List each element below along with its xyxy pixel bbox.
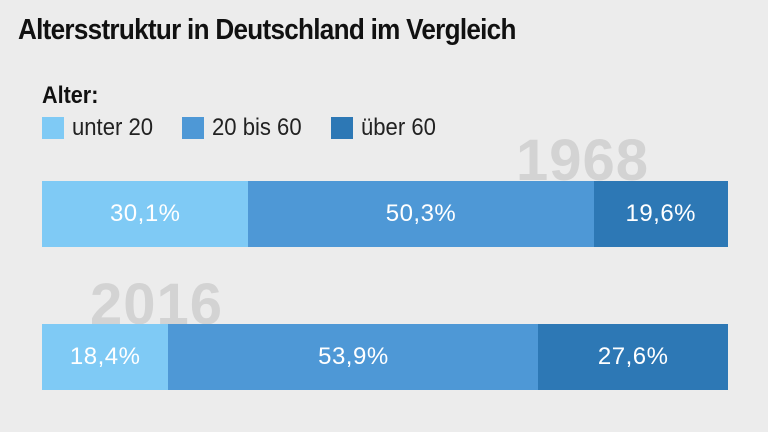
bar-segment-ueber-60-1968: 19,6% (593, 181, 728, 247)
data-label-ueber-60-2016: 27,6% (597, 343, 669, 370)
bar-segment-unter-20-1968: 30,1% (42, 181, 249, 247)
legend-label-ueber-60: über 60 (361, 114, 437, 141)
chart-title: Altersstruktur in Deutschland im Verglei… (18, 14, 516, 46)
legend-label-20-bis-60: 20 bis 60 (212, 114, 302, 141)
data-label-20-bis-60-2016: 53,9% (318, 343, 389, 370)
bar-row-1968: 30,1% 50,3% 19,6% (42, 181, 728, 247)
bar-segment-unter-20-2016: 18,4% (42, 324, 169, 390)
legend-swatch-20-bis-60 (182, 117, 205, 139)
bar-row-2016: 18,4% 53,9% 27,6% (42, 324, 728, 390)
bar-segment-ueber-60-2016: 27,6% (538, 324, 728, 390)
legend-title: Alter: (42, 82, 99, 109)
legend-swatch-unter-20 (42, 117, 64, 139)
bar-segment-20-bis-60-2016: 53,9% (168, 324, 539, 390)
data-label-unter-20-2016: 18,4% (69, 343, 141, 370)
data-label-ueber-60-1968: 19,6% (625, 200, 697, 227)
data-label-20-bis-60-1968: 50,3% (385, 200, 457, 227)
legend-item-unter-20: unter 20 (42, 114, 160, 142)
year-label-1968: 1968 (516, 128, 650, 193)
legend-item-20-bis-60: 20 bis 60 (182, 114, 309, 142)
bar-segment-20-bis-60-1968: 50,3% (248, 181, 594, 247)
legend-label-unter-20: unter 20 (72, 114, 154, 141)
legend-swatch-ueber-60 (331, 117, 354, 139)
year-label-2016: 2016 (90, 272, 224, 337)
data-label-unter-20-1968: 30,1% (109, 200, 181, 227)
legend: unter 20 20 bis 60 über 60 (42, 114, 465, 142)
legend-item-ueber-60: über 60 (331, 114, 442, 142)
